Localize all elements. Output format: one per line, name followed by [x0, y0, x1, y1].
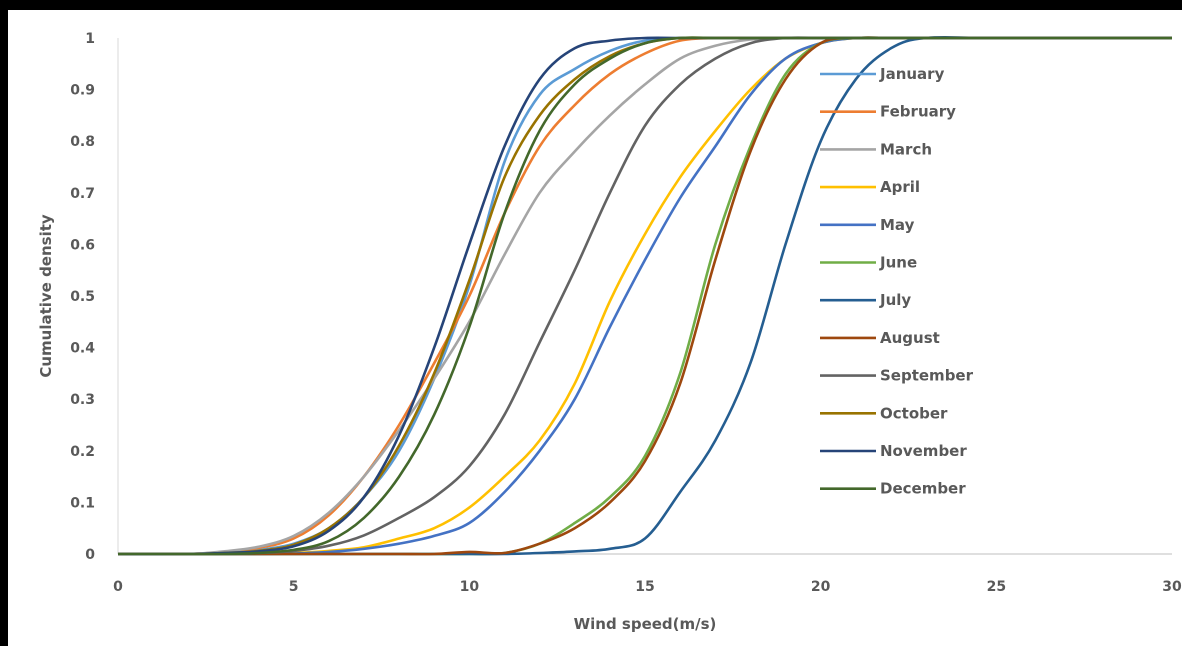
series-line-september	[118, 36, 1172, 556]
y-tick-label: 0.7	[70, 186, 95, 202]
series-line-june	[118, 36, 1172, 556]
series-line-march	[117, 36, 1172, 556]
series-line-february	[117, 36, 1172, 556]
legend-label-february: February	[880, 103, 956, 121]
series-line-november	[117, 36, 1172, 556]
series-line-january	[117, 36, 1172, 556]
y-tick-label: 0.8	[70, 134, 95, 150]
x-tick-label: 30	[1162, 579, 1182, 595]
x-tick-label: 25	[987, 579, 1006, 595]
cdf-chart: 0 5 10 15 20 25 30 0 0.1 0.2 0.3 0.4 0.5 0.6 0.7 0.8 0.…	[37, 31, 1182, 633]
series-line-april	[118, 36, 1172, 556]
legend-label-october: October	[880, 404, 948, 422]
x-tick-label: 10	[460, 579, 480, 595]
x-axis-title: Wind speed(m/s)	[574, 615, 717, 633]
legend-label-november: November	[880, 442, 967, 460]
chart-frame: 0 5 10 15 20 25 30 0 0.1 0.2 0.3 0.4 0.5 0.6 0.7 0.8 0.…	[8, 10, 1182, 646]
legend: January February March April May June July Augu…	[820, 65, 974, 498]
legend-label-august: August	[880, 329, 940, 347]
y-tick-label: 0	[85, 547, 95, 563]
x-tick-label: 20	[811, 579, 831, 595]
series-line-august	[118, 36, 1172, 556]
y-axis-title: Cumulative density	[37, 214, 55, 378]
legend-label-september: September	[880, 367, 974, 385]
legend-label-march: March	[880, 140, 932, 158]
series-line-december	[118, 36, 1172, 556]
legend-label-may: May	[880, 216, 915, 234]
legend-label-january: January	[879, 65, 945, 83]
x-tick-label: 0	[113, 579, 123, 595]
series-line-may	[118, 36, 1172, 556]
series-line-july	[118, 35, 1172, 556]
x-tick-labels: 0 5 10 15 20 25 30	[113, 579, 1182, 595]
y-tick-label: 0.2	[70, 444, 95, 460]
x-tick-label: 15	[635, 579, 654, 595]
y-tick-label: 0.6	[70, 237, 95, 253]
series-lines	[117, 35, 1172, 556]
y-tick-label: 0.4	[70, 341, 95, 357]
y-tick-labels: 0 0.1 0.2 0.3 0.4 0.5 0.6 0.7 0.8 0.9 1	[70, 31, 95, 563]
x-tick-label: 5	[289, 579, 299, 595]
legend-label-july: July	[879, 291, 911, 309]
y-tick-label: 0.9	[70, 83, 95, 99]
legend-label-april: April	[880, 178, 920, 196]
axes	[117, 38, 1172, 555]
legend-label-june: June	[879, 254, 917, 272]
y-tick-label: 0.3	[70, 392, 95, 408]
legend-label-december: December	[880, 480, 966, 498]
y-tick-label: 0.5	[70, 289, 95, 305]
y-tick-label: 0.1	[70, 495, 95, 511]
y-tick-label: 1	[85, 31, 95, 47]
series-line-october	[117, 36, 1172, 556]
